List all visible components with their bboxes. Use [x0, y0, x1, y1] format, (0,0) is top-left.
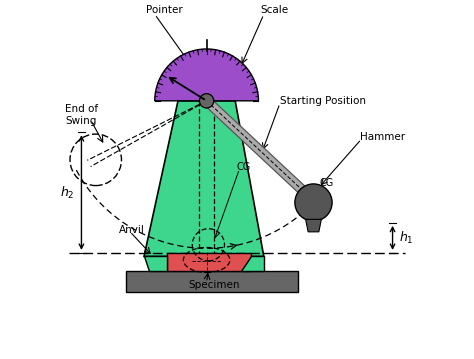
Text: Specimen: Specimen	[189, 280, 240, 290]
Text: Starting Position: Starting Position	[280, 96, 366, 106]
Text: Pointer: Pointer	[146, 5, 182, 15]
Polygon shape	[144, 101, 264, 256]
Circle shape	[295, 184, 332, 221]
Text: Anvil: Anvil	[119, 225, 145, 234]
Text: Hammer: Hammer	[360, 132, 405, 141]
Text: $h_1$: $h_1$	[399, 230, 414, 246]
Polygon shape	[144, 256, 167, 271]
Polygon shape	[241, 256, 264, 271]
Text: CG: CG	[319, 178, 334, 188]
Text: Scale: Scale	[260, 5, 288, 15]
FancyBboxPatch shape	[167, 253, 251, 271]
Wedge shape	[155, 49, 258, 101]
Polygon shape	[203, 97, 313, 201]
FancyBboxPatch shape	[126, 271, 298, 292]
Polygon shape	[306, 219, 321, 232]
Text: $h_2$: $h_2$	[61, 185, 75, 201]
Circle shape	[200, 94, 214, 108]
Text: CG: CG	[237, 162, 251, 172]
Text: End of
Swing: End of Swing	[65, 104, 99, 126]
